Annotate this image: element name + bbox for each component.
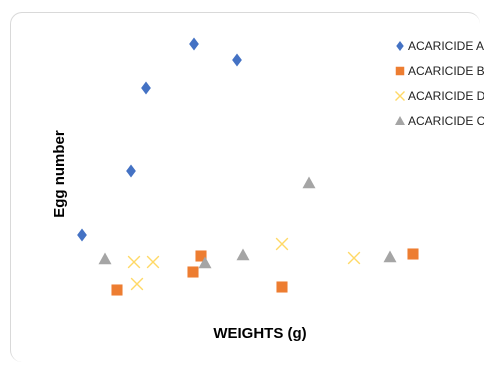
point-square-1-1: [187, 266, 199, 278]
point-x-2-1: [146, 255, 160, 269]
point-square-1-2: [195, 250, 207, 262]
legend-marker-2: [395, 91, 405, 101]
point-diamond-0-4: [232, 53, 242, 67]
point-x-2-0: [127, 255, 141, 269]
point-diamond-0-1: [126, 164, 136, 178]
point-triangle-3-2: [236, 248, 250, 261]
point-x-2-4: [347, 251, 361, 265]
point-diamond-0-3: [189, 37, 199, 51]
legend: ACARICIDE A ACARICIDE B ACARICIDE D ACARICI…: [395, 39, 484, 128]
x-axis-label: WEIGHTS (g): [213, 325, 306, 342]
point-x-2-3: [275, 237, 289, 251]
point-diamond-0-2: [141, 81, 151, 95]
point-x-2-2: [130, 277, 144, 291]
plot-area: [77, 37, 419, 296]
point-square-1-0: [111, 284, 123, 296]
chart-frame: [10, 12, 480, 362]
legend-label-2: ACARICIDE D: [408, 89, 484, 103]
point-square-1-3: [276, 281, 288, 293]
legend-marker-1: [395, 66, 405, 76]
point-diamond-0-0: [77, 228, 87, 242]
y-axis-label: Egg number: [51, 130, 68, 218]
legend-label-1: ACARICIDE B: [408, 64, 484, 78]
legend-label-3: ACARICIDE C: [408, 114, 484, 128]
point-triangle-3-3: [302, 176, 316, 189]
legend-label-0: ACARICIDE A: [408, 39, 484, 53]
legend-marker-0: [396, 41, 404, 51]
point-triangle-3-0: [98, 252, 112, 265]
point-square-1-4: [407, 248, 419, 260]
legend-marker-3: [395, 116, 405, 125]
point-triangle-3-1: [198, 256, 212, 269]
point-triangle-3-4: [383, 250, 397, 263]
